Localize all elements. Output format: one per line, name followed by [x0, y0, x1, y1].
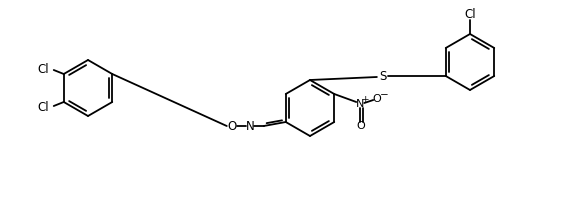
Text: Cl: Cl: [37, 100, 49, 114]
Text: S: S: [379, 70, 386, 82]
Text: Cl: Cl: [464, 7, 476, 20]
Text: O: O: [227, 119, 237, 133]
Text: N: N: [245, 119, 254, 133]
Text: N: N: [356, 99, 364, 109]
Text: −: −: [380, 90, 389, 100]
Text: +: +: [361, 94, 369, 104]
Text: Cl: Cl: [37, 63, 49, 75]
Text: O: O: [373, 94, 382, 104]
Text: O: O: [357, 121, 365, 131]
